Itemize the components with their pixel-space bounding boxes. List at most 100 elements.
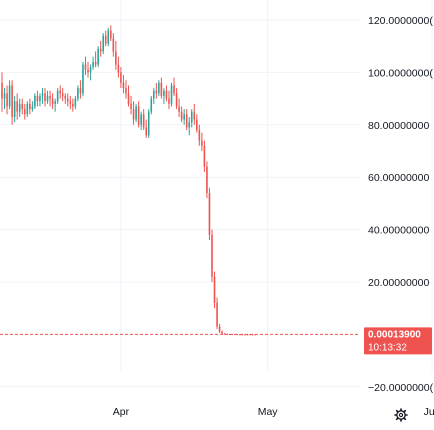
candle — [92, 56, 94, 70]
candle-body — [11, 85, 13, 117]
candle — [84, 56, 87, 76]
candle-body — [160, 82, 163, 96]
candle — [109, 25, 112, 41]
candle-body — [168, 98, 170, 104]
y-tick-label: 120.0000000( — [368, 15, 433, 27]
y-tick-label: 40.00000000 — [368, 225, 429, 237]
candle-body — [34, 95, 36, 107]
candle-body — [165, 90, 168, 99]
candle — [190, 109, 193, 128]
candle — [196, 114, 198, 133]
candle — [107, 27, 110, 47]
candle — [8, 80, 11, 110]
candle — [203, 140, 206, 172]
x-tick-label: May — [258, 406, 279, 418]
candle — [155, 82, 158, 99]
candle-body — [51, 98, 54, 104]
candle-body — [198, 130, 201, 141]
candle-body — [99, 48, 102, 52]
candle-body — [239, 334, 241, 336]
candle — [87, 61, 89, 78]
candle-body — [59, 90, 61, 94]
candle-body — [56, 90, 59, 102]
y-axis[interactable]: 120.0000000(100.0000000(80.00000000 60.00… — [368, 15, 434, 394]
candle — [239, 334, 241, 336]
candle — [31, 101, 34, 112]
candle-body — [120, 72, 122, 83]
candle — [218, 323, 221, 334]
candle — [39, 93, 41, 107]
candle — [117, 56, 120, 78]
candle — [206, 161, 208, 199]
candle — [29, 98, 31, 115]
candle-body — [31, 106, 34, 110]
candle-body — [36, 95, 39, 102]
candle-body — [117, 64, 120, 73]
candle-body — [163, 90, 165, 96]
candle — [61, 88, 64, 102]
candle — [13, 95, 16, 123]
candle — [150, 95, 153, 115]
y-tick-label: 60.00000000 — [368, 172, 429, 184]
candle-body — [92, 61, 94, 68]
candle-body — [196, 119, 198, 131]
candle-body — [188, 122, 191, 128]
candle — [130, 95, 132, 115]
y-tick-label: 80.00000000 — [368, 120, 429, 132]
candle-body — [185, 114, 188, 128]
candle — [18, 98, 21, 117]
candle-body — [175, 93, 178, 107]
candle — [168, 90, 170, 110]
candle — [26, 101, 29, 117]
candle — [3, 88, 6, 110]
candle-body — [158, 82, 160, 94]
candle — [104, 30, 107, 47]
candle — [94, 51, 97, 68]
candle — [112, 33, 115, 57]
candle-body — [125, 88, 127, 94]
candle — [175, 88, 178, 110]
candle-body — [218, 326, 221, 332]
last-price-value: 0.00013900 — [368, 329, 421, 340]
candle-body — [147, 111, 150, 136]
candle — [145, 119, 148, 138]
chart-settings-button[interactable] — [394, 408, 408, 422]
candle-body — [155, 90, 158, 94]
candle-body — [178, 106, 180, 112]
candle — [165, 85, 168, 102]
candle — [249, 334, 251, 336]
candle-body — [18, 103, 21, 112]
candle-body — [61, 93, 64, 96]
candle — [72, 98, 74, 112]
x-axis[interactable]: Apr May Jun — [113, 406, 434, 418]
candle — [180, 106, 183, 123]
candle-body — [21, 103, 24, 110]
y-tick-label: −20.0000000( — [368, 382, 434, 394]
candle-body — [228, 334, 231, 336]
candle-body — [66, 98, 69, 102]
candle — [208, 187, 211, 241]
candle — [102, 33, 104, 55]
candle — [115, 40, 117, 70]
x-tick-label: Jun — [424, 406, 434, 418]
candle — [221, 330, 223, 334]
candle — [170, 82, 173, 107]
candle-body — [190, 111, 193, 123]
candle-body — [46, 95, 49, 102]
candle-body — [206, 166, 208, 193]
candle-body — [150, 98, 153, 112]
candle — [74, 95, 77, 110]
candle — [21, 98, 24, 115]
candle-body — [137, 106, 140, 125]
candle-body — [221, 331, 223, 334]
candle-body — [77, 88, 79, 99]
candle — [44, 88, 46, 107]
candle-body — [109, 30, 112, 39]
candle — [16, 93, 18, 120]
candle-body — [87, 69, 89, 73]
candle-body — [142, 114, 145, 128]
candle-body — [44, 93, 46, 102]
candle — [211, 229, 213, 282]
candle — [77, 85, 79, 102]
